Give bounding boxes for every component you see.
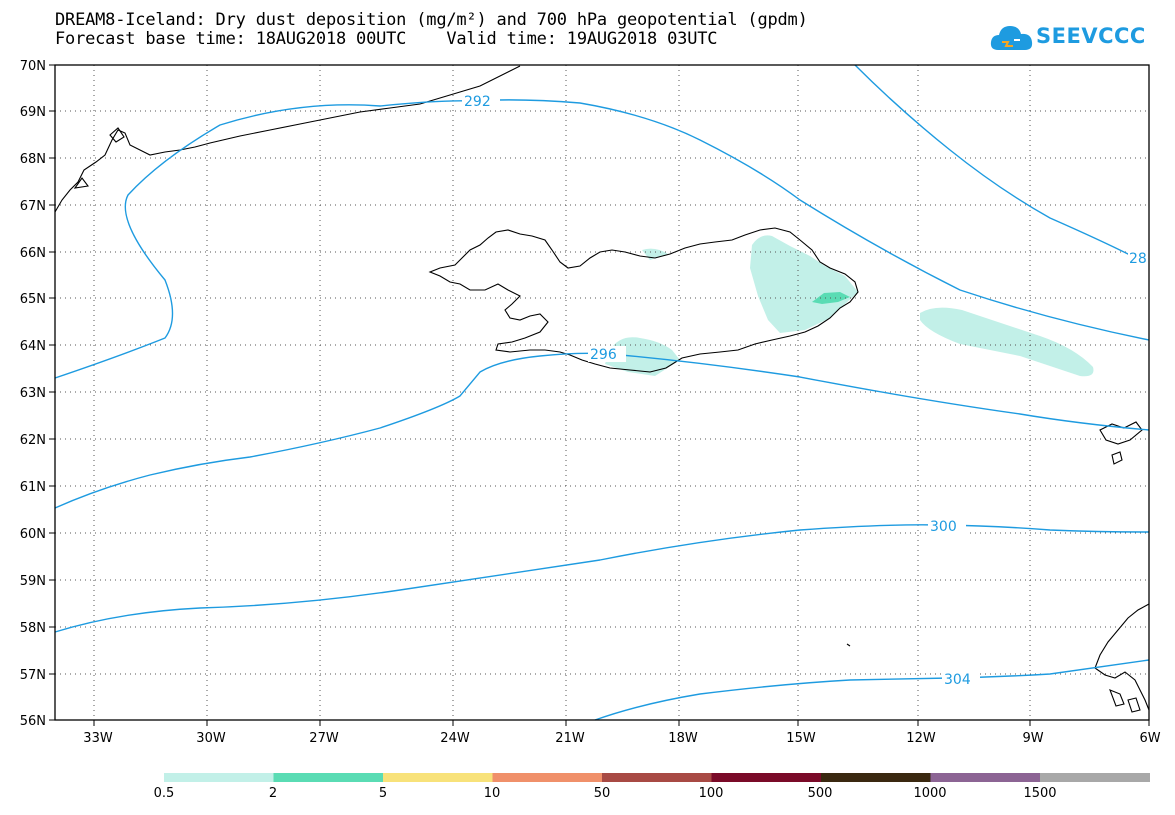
contour-300 bbox=[54, 524, 1150, 633]
contour-label-296: 296 bbox=[590, 347, 617, 363]
lat-label: 59N bbox=[20, 574, 46, 589]
scotland-coast bbox=[1094, 603, 1150, 711]
colorbar-label: 50 bbox=[594, 786, 611, 801]
lon-label: 27W bbox=[309, 731, 339, 746]
lat-label: 70N bbox=[20, 59, 46, 74]
lat-label: 62N bbox=[20, 433, 46, 448]
contour-304 bbox=[594, 659, 1150, 721]
lat-label: 68N bbox=[20, 152, 46, 167]
colorbar-label: 2 bbox=[269, 786, 277, 801]
lat-label: 60N bbox=[20, 527, 46, 542]
colorbar-label: 0.5 bbox=[154, 786, 175, 801]
lat-label: 56N bbox=[20, 714, 46, 729]
colorbar-swatch bbox=[492, 773, 603, 782]
colorbar-swatch bbox=[273, 773, 384, 782]
colorbar-swatch bbox=[602, 773, 712, 782]
lon-label: 30W bbox=[196, 731, 226, 746]
lon-label: 24W bbox=[440, 731, 470, 746]
lat-label: 58N bbox=[20, 621, 46, 636]
contour-label-group: 292 296 300 304 28 bbox=[462, 93, 1149, 688]
contour-label-288: 28 bbox=[1129, 251, 1147, 267]
colorbar-label: 5 bbox=[379, 786, 387, 801]
contour-label-292: 292 bbox=[464, 94, 491, 110]
lat-label: 63N bbox=[20, 386, 46, 401]
geopotential-contours bbox=[54, 64, 1150, 721]
lon-label: 12W bbox=[906, 731, 936, 746]
colorbar-label: 10 bbox=[484, 786, 501, 801]
lat-label: 57N bbox=[20, 668, 46, 683]
lon-label: 33W bbox=[83, 731, 113, 746]
colorbar-label: 1500 bbox=[1023, 786, 1056, 801]
dust-deposition-shading bbox=[605, 235, 1094, 377]
colorbar-label: 1000 bbox=[913, 786, 946, 801]
lon-label: 9W bbox=[1022, 731, 1043, 746]
contour-label-300: 300 bbox=[930, 519, 957, 535]
map-frame bbox=[54, 64, 1150, 721]
longitude-axis bbox=[93, 720, 1150, 726]
colorbar-swatch bbox=[164, 773, 274, 782]
latitude-axis bbox=[49, 64, 55, 721]
iceland-coast bbox=[428, 227, 859, 373]
colorbar-swatch bbox=[821, 773, 931, 782]
cloud-logo-icon bbox=[990, 26, 1033, 50]
lon-label: 21W bbox=[555, 731, 585, 746]
colorbar-swatch bbox=[383, 773, 493, 782]
contour-296 bbox=[54, 352, 1150, 509]
seevccc-logo: SEEVCCC bbox=[988, 18, 1146, 58]
greenland-coast bbox=[54, 65, 521, 213]
lat-label: 65N bbox=[20, 292, 46, 307]
lat-label: 61N bbox=[20, 480, 46, 495]
lon-label: 18W bbox=[668, 731, 698, 746]
lat-label: 67N bbox=[20, 199, 46, 214]
colorbar-legend bbox=[164, 773, 1150, 782]
lat-label: 66N bbox=[20, 246, 46, 261]
lon-label: 15W bbox=[786, 731, 816, 746]
colorbar-label: 100 bbox=[699, 786, 724, 801]
map-title: DREAM8-Iceland: Dry dust deposition (mg/… bbox=[55, 10, 808, 30]
lat-label: 64N bbox=[20, 339, 46, 354]
logo-text: SEEVCCC bbox=[1036, 24, 1146, 48]
coastlines bbox=[54, 65, 1150, 713]
colorbar-swatch bbox=[711, 773, 822, 782]
map-subtitle: Forecast base time: 18AUG2018 00UTC Vali… bbox=[55, 29, 718, 49]
colorbar-swatch bbox=[930, 773, 1041, 782]
lat-label: 69N bbox=[20, 105, 46, 120]
lon-label: 6W bbox=[1139, 731, 1160, 746]
map-gridlines bbox=[55, 65, 1149, 720]
colorbar-swatch bbox=[1040, 773, 1150, 782]
contour-label-304: 304 bbox=[944, 672, 971, 688]
contour-288 bbox=[854, 64, 1131, 256]
colorbar-label: 500 bbox=[808, 786, 833, 801]
